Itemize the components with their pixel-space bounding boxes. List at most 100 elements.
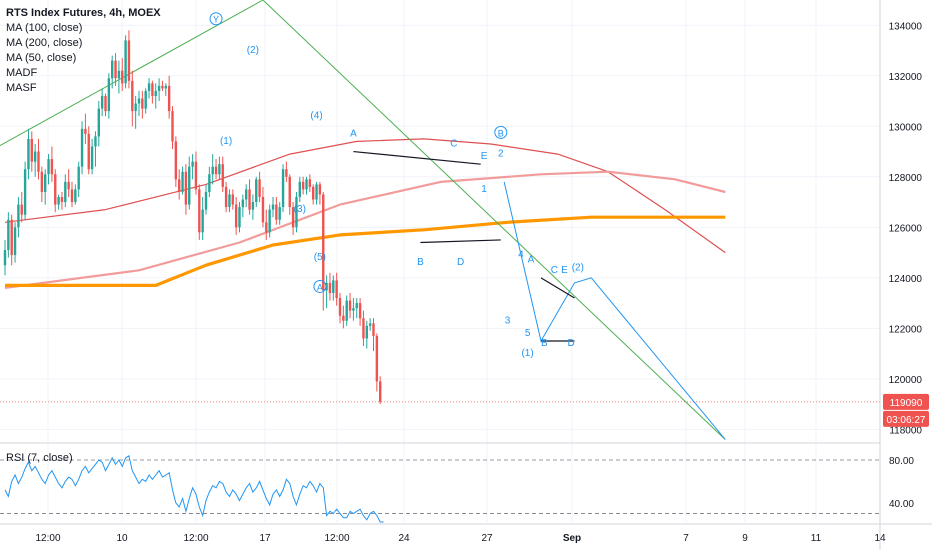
candle-body <box>23 169 27 215</box>
rsi-label[interactable]: RSI (7, close) <box>6 452 73 464</box>
candle-body <box>87 133 90 170</box>
candle-body <box>298 181 301 198</box>
candle-body <box>64 181 67 203</box>
candle-body <box>50 159 54 175</box>
candle-body <box>134 103 137 112</box>
wave-label: A <box>350 128 357 139</box>
candle-body <box>194 161 198 190</box>
candle-body <box>111 60 114 79</box>
candle-body <box>13 227 17 256</box>
candle-body <box>275 204 278 220</box>
candle-body <box>181 171 184 192</box>
candle-body <box>281 169 285 208</box>
ma-line-1 <box>4 170 726 289</box>
candle-body <box>255 179 258 203</box>
price-tick-label: 122000 <box>889 324 923 335</box>
rsi-pane <box>0 442 880 523</box>
candle-body <box>288 176 291 208</box>
candle-body <box>107 78 111 112</box>
candle-body <box>174 141 178 180</box>
wave-label: E <box>561 265 568 276</box>
candle-body <box>157 85 161 91</box>
candle-body <box>44 174 47 192</box>
candle-body <box>241 199 245 208</box>
candle-body <box>114 60 117 79</box>
candle-body <box>60 197 64 203</box>
triangle-line-2 <box>540 277 575 299</box>
legend-ma50[interactable]: MA (50, close) <box>6 52 77 64</box>
candle-body <box>251 202 255 210</box>
price-tick-label: 120000 <box>889 375 923 386</box>
candle-body <box>167 85 171 112</box>
candle-body <box>295 197 298 228</box>
candle-body <box>161 85 164 89</box>
wave-circle <box>209 12 223 26</box>
legend-ma100[interactable]: MA (100, close) <box>6 22 83 34</box>
price-tick-label: 118000 <box>889 425 922 436</box>
candle-body <box>184 171 188 205</box>
candle-body <box>301 181 305 190</box>
candle-body <box>171 111 174 142</box>
wave-circle <box>494 125 508 139</box>
wave-label: C <box>551 265 558 276</box>
candle-body <box>214 166 218 175</box>
wave-label: (2) <box>572 262 584 273</box>
legend-masf[interactable]: MASF <box>6 82 37 94</box>
candle-body <box>137 98 141 104</box>
moving-averages <box>4 138 726 289</box>
time-tick-label: 12:00 <box>324 533 349 544</box>
candle-body <box>20 204 23 215</box>
candle-body <box>348 300 352 311</box>
candle-body <box>265 222 268 233</box>
candle-body <box>80 128 84 167</box>
rsi-line <box>4 454 384 523</box>
candle-body <box>268 209 271 233</box>
candle-body <box>47 159 50 175</box>
candle-body <box>127 40 131 81</box>
candle-body <box>84 128 87 134</box>
wave-label: (1) <box>521 348 533 359</box>
candle-body <box>305 179 308 190</box>
candle-body <box>231 194 234 205</box>
price-tick-label: 130000 <box>889 122 923 133</box>
candle-body <box>375 335 379 382</box>
candle-body <box>322 194 325 291</box>
time-tick-label: 14 <box>874 533 886 544</box>
legend-ma200[interactable]: MA (200, close) <box>6 37 83 49</box>
time-tick-label: 12:00 <box>183 533 208 544</box>
candle-body <box>17 204 20 228</box>
wave-label: B <box>417 257 424 268</box>
price-axis-bg <box>880 0 932 550</box>
candle-body <box>74 189 77 203</box>
candle-body <box>248 189 251 210</box>
candle-body <box>368 323 372 326</box>
price-tick-label: 126000 <box>889 223 923 234</box>
candle-body <box>3 250 7 266</box>
candle-body <box>10 219 13 256</box>
wave-path <box>503 181 726 440</box>
legend-madf[interactable]: MADF <box>6 67 38 79</box>
time-tick-label: 7 <box>683 533 689 544</box>
time-tick-label: 24 <box>398 533 410 544</box>
wave-label: B <box>498 128 504 138</box>
price-tick-label: 128000 <box>889 173 923 184</box>
candle-body <box>94 136 97 147</box>
candle-body <box>238 207 241 228</box>
candle-body <box>271 204 275 210</box>
candle-body <box>154 90 157 96</box>
last-price-label: 119090 <box>890 398 923 409</box>
candle-body <box>144 90 147 109</box>
candle-body <box>30 138 33 162</box>
candle-body <box>335 280 338 299</box>
candle-body <box>27 138 30 170</box>
candle-body <box>261 197 265 223</box>
channel-line-1 <box>262 0 726 440</box>
candle-body <box>379 381 382 402</box>
legend: RTS Index Futures, 4h, MOEX MA (100, clo… <box>6 6 161 96</box>
time-tick-label: 27 <box>481 533 493 544</box>
wave-label: 4 <box>518 250 524 261</box>
wave-label: 1 <box>481 184 487 195</box>
